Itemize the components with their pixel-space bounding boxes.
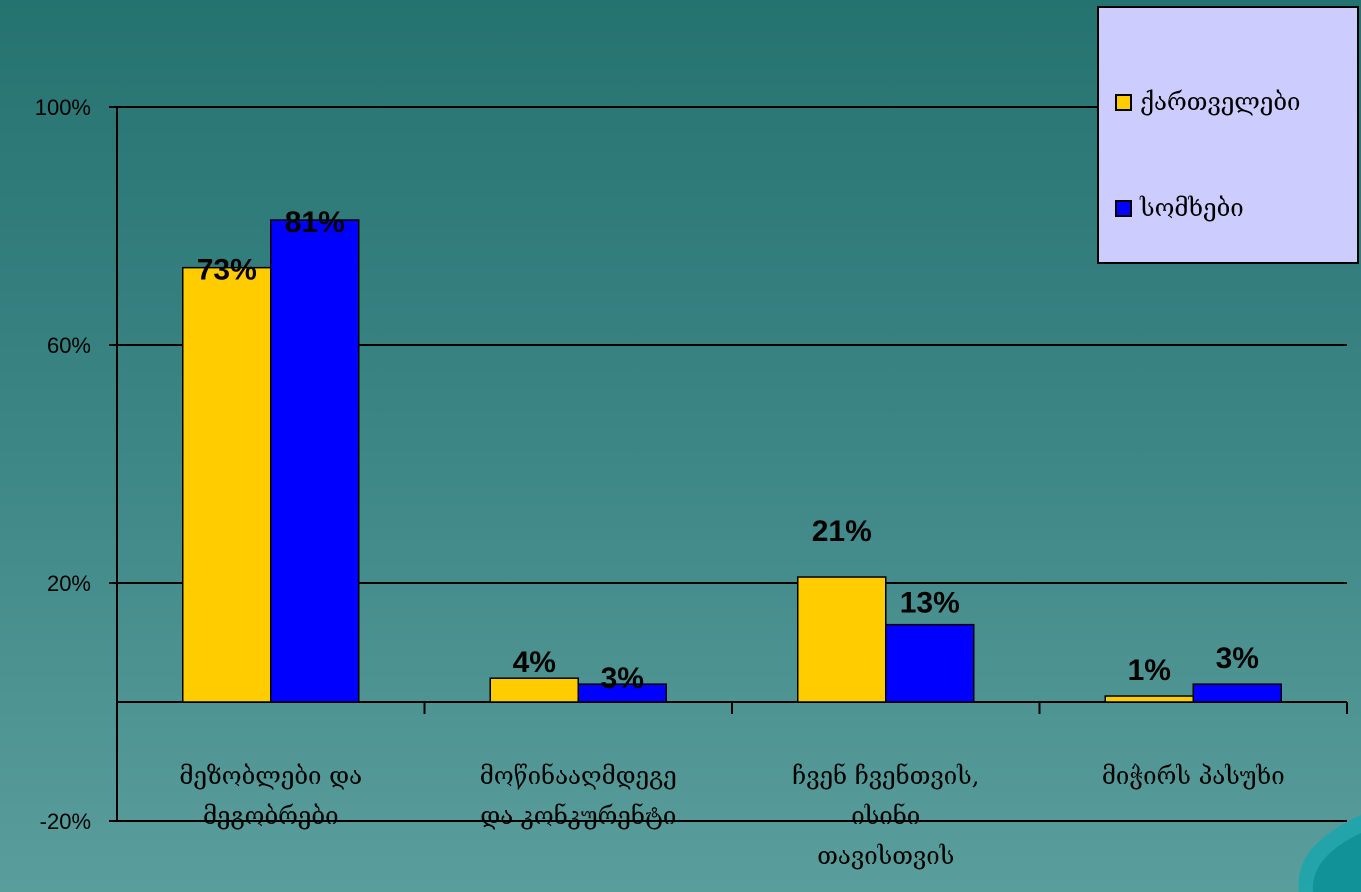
- bar-armenians: [885, 623, 975, 703]
- data-label: 13%: [900, 587, 960, 620]
- category-label: მეზობლები და: [179, 762, 362, 790]
- legend-label-armenians: სომხები: [1140, 194, 1244, 222]
- y-tick-labels: 100% 60% 20% -20%: [35, 95, 91, 834]
- data-label: 81%: [285, 206, 345, 239]
- bar-georgians: [797, 576, 887, 703]
- category-labels: მეზობლები და მეგობრები მოწინააღმდეგე და კონ…: [179, 762, 1284, 870]
- data-label: 3%: [601, 662, 644, 695]
- y-tick-label: 60%: [47, 333, 91, 358]
- data-labels: 73% 81% 4% 3% 21% 13% 1% 3%: [197, 206, 1259, 695]
- legend-item-armenians: სომხები: [1115, 194, 1244, 222]
- category-label: მიჭირს პასუხი: [1102, 762, 1285, 790]
- bar-armenians: [577, 683, 667, 703]
- category-label: მეგობრები: [203, 802, 339, 830]
- corner-decoration: [1298, 815, 1361, 892]
- bar-georgians: [489, 677, 579, 703]
- category-label: ისინი: [851, 802, 920, 830]
- legend-item-georgians: ქართველები: [1115, 88, 1300, 116]
- data-label: 21%: [812, 515, 872, 548]
- bar-georgians: [1104, 695, 1194, 703]
- y-tick-label: 20%: [47, 571, 91, 596]
- bar-armenians: [1192, 683, 1282, 703]
- category-label: მოწინააღმდეგე: [480, 762, 677, 790]
- bar-georgians: [182, 266, 272, 703]
- legend-label-georgians: ქართველები: [1140, 88, 1301, 116]
- data-label: 3%: [1216, 642, 1259, 675]
- legend-swatch-georgians: [1115, 93, 1132, 111]
- y-tick-label: 100%: [35, 95, 91, 120]
- category-label: და კონკურენტი: [480, 802, 676, 830]
- category-label: ჩვენ ჩვენთვის,: [792, 762, 979, 790]
- y-tick-label: -20%: [40, 809, 91, 834]
- bars: [182, 219, 1282, 703]
- legend-swatch-armenians: [1115, 199, 1132, 217]
- bar-armenians: [270, 219, 360, 703]
- data-label: 4%: [513, 646, 556, 679]
- legend: ქართველები სომხები: [1097, 6, 1359, 264]
- data-label: 1%: [1128, 654, 1171, 687]
- data-label: 73%: [197, 254, 257, 287]
- category-label: თავისთვის: [817, 842, 954, 870]
